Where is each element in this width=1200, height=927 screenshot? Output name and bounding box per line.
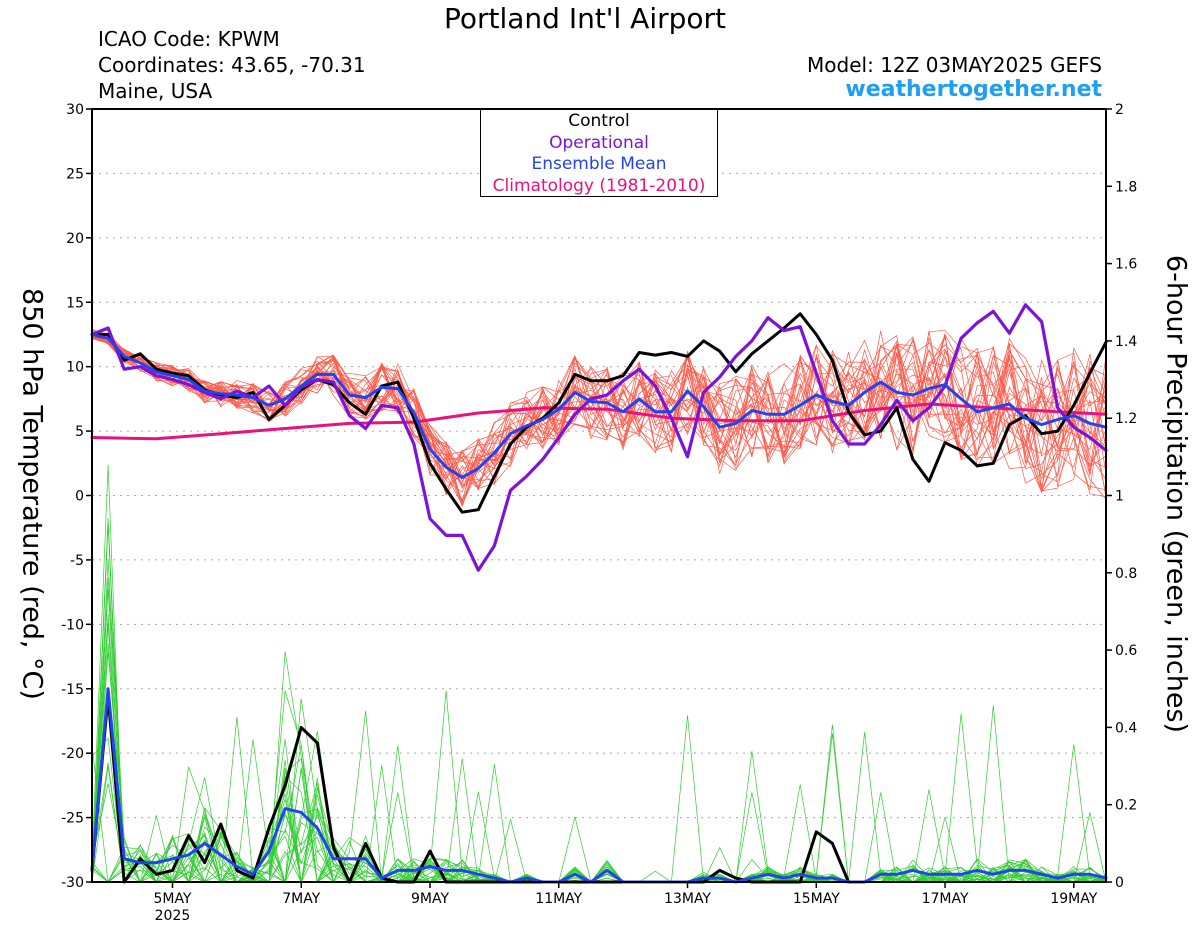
ensemble-member-precip-line [91, 733, 1106, 884]
ensemble-member-precip-line [91, 652, 1107, 883]
ensemble-member-temp-line [91, 333, 1107, 479]
icao-code: ICAO Code: KPWM [98, 27, 280, 51]
model-run: Model: 12Z 03MAY2025 GEFS [807, 53, 1102, 77]
website-link[interactable]: weathertogether.net [845, 77, 1102, 102]
y-right-tick-label: 1.4 [1115, 334, 1137, 350]
y-left-tick-label: 15 [66, 295, 84, 311]
y-left-tick-label: -10 [61, 617, 84, 633]
y-left-tick-label: 5 [75, 424, 84, 440]
x-tick-label: 17MAY [922, 891, 969, 907]
y-left-tick-label: 30 [66, 102, 84, 118]
y-left-tick-label: -15 [61, 682, 84, 698]
y-left-tick-label: 25 [66, 166, 84, 182]
ensemble-member-precip-line [91, 589, 1107, 884]
y-right-tick-label: 0 [1115, 875, 1124, 891]
chart-title: Portland Int'l Airport [443, 2, 727, 35]
operational-temp-line [90, 303, 1108, 572]
ensemble-member-precip-line [91, 716, 1107, 883]
legend-operational: Operational [549, 132, 649, 153]
x-tick-label: 9MAY [411, 891, 449, 907]
ensemble-member-precip-line [91, 737, 1107, 884]
ensemble-member-precip-line [91, 465, 1107, 884]
ensemble-member-temp-line [91, 332, 1107, 504]
y-axis-left-label: 850 hPa Temperature (red, °C) [16, 288, 48, 700]
legend-climatology: Climatology (1981-2010) [492, 175, 706, 196]
y-right-tick-label: 0.2 [1115, 798, 1137, 814]
ensemble-member-precip-line [91, 558, 1107, 883]
ensemble-member-temp-line [91, 329, 1107, 484]
y-right-tick-label: 2 [1115, 102, 1124, 118]
control-temp-line [90, 312, 1108, 514]
ensemble-member-precip-line [92, 710, 1107, 884]
region: Maine, USA [98, 79, 213, 103]
ensemble-member-precip-line [91, 623, 1107, 884]
x-tick-label: 15MAY [793, 891, 840, 907]
ensemble-member-precip-line [92, 713, 1107, 883]
ensemble-member-precip-line [91, 643, 1107, 883]
y-right-tick-label: 1 [1115, 489, 1124, 505]
ensemble-member-precip-line [92, 715, 1107, 883]
y-right-tick-label: 1.2 [1115, 411, 1137, 427]
ensemble-member-precip-line [91, 614, 1107, 883]
legend-ensemble-mean: Ensemble Mean [531, 154, 667, 174]
ensemble-member-precip-line [91, 517, 1107, 884]
y-left-tick-label: -20 [61, 746, 84, 762]
x-tick-label: 7MAY [282, 891, 320, 907]
climatology-line [90, 402, 1108, 441]
ensemble-member-temp-line [91, 332, 1107, 500]
y-right-tick-label: 0.4 [1115, 720, 1137, 736]
ensemble-member-precip-line [91, 577, 1107, 883]
ensemble-member-precip-line [91, 706, 1107, 884]
y-left-tick-label: 10 [66, 360, 84, 376]
ensemble-mean-temp-line [90, 333, 1108, 479]
ensemble-member-precip-line [91, 731, 1106, 884]
y-left-tick-label: -5 [70, 553, 84, 569]
x-tick-label: 5MAY [153, 891, 191, 907]
y-left-tick-label: 20 [66, 231, 84, 247]
x-tick-label: 19MAY [1050, 891, 1097, 907]
ensemble-member-precip-line [91, 705, 1106, 884]
legend-control: Control [568, 111, 630, 131]
y-right-tick-label: 0.8 [1115, 566, 1137, 582]
ensemble-member-precip-line [91, 521, 1106, 884]
coordinates: Coordinates: 43.65, -70.31 [98, 53, 366, 77]
legend: Control Operational Ensemble Mean Climat… [480, 109, 718, 197]
x-tick-label: 11MAY [535, 891, 582, 907]
x-tick-label: 13MAY [664, 891, 711, 907]
y-left-tick-label: -25 [61, 811, 84, 827]
y-right-tick-label: 1.6 [1115, 257, 1137, 273]
y-left-tick-label: -30 [61, 875, 84, 891]
control-precip-line [90, 695, 850, 884]
y-right-tick-label: 0.6 [1115, 643, 1137, 659]
y-axis-right-label: 6-hour Precipitation (green, inches) [1160, 254, 1192, 734]
y-left-tick-label: 0 [75, 489, 84, 505]
y-right-tick-label: 1.8 [1115, 179, 1137, 195]
x-tick-year-label: 2025 [155, 908, 191, 924]
ensemble-member-temp-line [91, 331, 1107, 488]
ensemble-mean-precip-line [90, 687, 1108, 884]
ensemble-member-precip-line [91, 522, 1107, 883]
ensemble-member-temp-line [91, 333, 1107, 483]
